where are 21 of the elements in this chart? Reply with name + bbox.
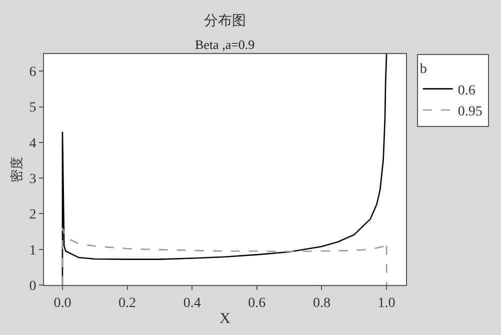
chart-subtitle: Beta ,a=0.9 <box>195 37 255 52</box>
y-tick-label: 6 <box>29 65 36 80</box>
x-tick-label: 0.6 <box>248 296 266 311</box>
x-axis-title: X <box>220 310 231 327</box>
x-tick-label: 0.4 <box>183 296 201 311</box>
chart-title: 分布图 <box>204 12 246 29</box>
y-tick-label: 2 <box>29 208 36 223</box>
x-tick-label: 1.0 <box>378 296 396 311</box>
x-tick-label: 0.0 <box>54 296 72 311</box>
y-tick-label: 1 <box>29 243 36 258</box>
y-tick-label: 4 <box>29 136 36 152</box>
y-tick-label: 3 <box>29 172 36 187</box>
x-tick-label: 0.2 <box>118 296 136 311</box>
y-axis-title: 密度 <box>9 156 24 182</box>
x-tick-label: 0.8 <box>312 296 330 311</box>
y-tick-label: 0 <box>29 278 36 294</box>
legend-label: 0.6 <box>458 83 476 98</box>
legend-title: b <box>420 62 427 78</box>
legend-label: 0.95 <box>458 104 482 120</box>
line-series <box>62 227 388 285</box>
y-tick-label: 5 <box>29 100 36 116</box>
